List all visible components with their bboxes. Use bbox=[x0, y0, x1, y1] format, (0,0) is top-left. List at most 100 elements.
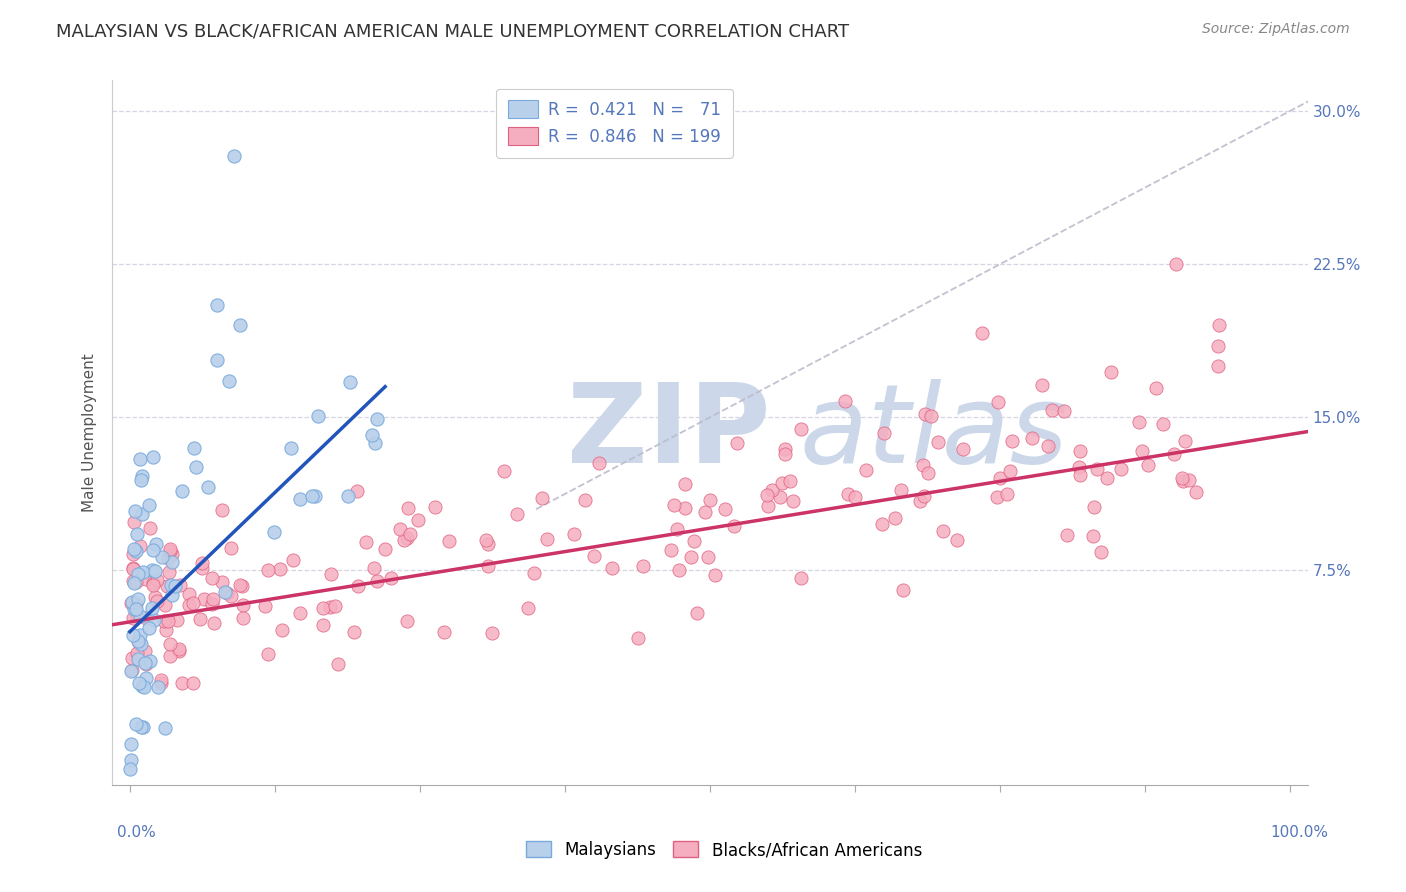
Point bbox=[127, 526, 149, 541]
Point bbox=[122, 628, 145, 642]
Point bbox=[363, 561, 385, 575]
Point bbox=[668, 563, 690, 577]
Point bbox=[433, 625, 456, 640]
Point bbox=[127, 609, 149, 624]
Point bbox=[193, 592, 215, 607]
Point bbox=[132, 680, 155, 694]
Point bbox=[987, 394, 1010, 409]
Point bbox=[256, 563, 278, 577]
Point bbox=[790, 422, 813, 436]
Point bbox=[506, 508, 529, 522]
Point bbox=[135, 611, 157, 625]
Point bbox=[125, 607, 148, 622]
Point bbox=[263, 525, 285, 540]
Point bbox=[1083, 500, 1105, 515]
Point bbox=[150, 673, 173, 687]
Point bbox=[679, 550, 702, 565]
Point bbox=[254, 599, 277, 613]
Point bbox=[221, 589, 243, 603]
Point bbox=[769, 490, 792, 504]
Point bbox=[326, 657, 349, 671]
Point bbox=[188, 612, 211, 626]
Point bbox=[952, 442, 974, 457]
Point bbox=[205, 353, 228, 368]
Point bbox=[150, 549, 173, 564]
Point bbox=[946, 533, 969, 548]
Point bbox=[475, 533, 498, 548]
Point bbox=[214, 585, 236, 599]
Point bbox=[932, 524, 955, 539]
Point bbox=[319, 600, 342, 615]
Point bbox=[125, 575, 148, 590]
Point bbox=[159, 544, 181, 558]
Point bbox=[523, 566, 546, 580]
Point bbox=[1085, 461, 1108, 475]
Point bbox=[307, 409, 329, 423]
Point bbox=[139, 521, 162, 535]
Point bbox=[562, 527, 585, 541]
Point bbox=[1095, 471, 1118, 485]
Point bbox=[477, 558, 499, 573]
Point bbox=[337, 489, 360, 503]
Point bbox=[1036, 439, 1059, 453]
Point bbox=[1081, 529, 1104, 543]
Point bbox=[399, 526, 422, 541]
Point bbox=[790, 571, 813, 585]
Point bbox=[626, 632, 648, 646]
Point bbox=[159, 542, 181, 557]
Point bbox=[131, 679, 153, 693]
Point bbox=[659, 543, 682, 558]
Point bbox=[574, 493, 596, 508]
Point bbox=[988, 471, 1011, 485]
Point bbox=[167, 642, 190, 657]
Point bbox=[120, 754, 142, 768]
Point bbox=[1128, 415, 1150, 429]
Point bbox=[138, 621, 160, 635]
Point bbox=[755, 488, 778, 502]
Point bbox=[927, 434, 949, 449]
Point bbox=[600, 561, 623, 575]
Point bbox=[121, 574, 143, 588]
Point bbox=[437, 534, 460, 549]
Y-axis label: Male Unemployment: Male Unemployment bbox=[82, 353, 97, 512]
Point bbox=[1053, 403, 1076, 417]
Point bbox=[172, 676, 194, 690]
Point bbox=[145, 537, 167, 551]
Point bbox=[723, 519, 745, 533]
Point bbox=[1178, 473, 1201, 487]
Point bbox=[186, 459, 208, 474]
Point bbox=[366, 574, 388, 588]
Point bbox=[120, 596, 142, 610]
Point bbox=[159, 637, 181, 651]
Point bbox=[1000, 434, 1022, 449]
Point bbox=[121, 595, 143, 609]
Point bbox=[280, 441, 302, 455]
Point bbox=[481, 626, 503, 640]
Point bbox=[129, 539, 152, 553]
Point bbox=[997, 487, 1019, 501]
Point bbox=[127, 634, 149, 648]
Point bbox=[290, 606, 312, 620]
Point bbox=[536, 533, 558, 547]
Point bbox=[211, 575, 233, 590]
Point bbox=[141, 563, 163, 577]
Point bbox=[697, 549, 720, 564]
Point bbox=[361, 428, 384, 442]
Point bbox=[1171, 474, 1194, 488]
Point bbox=[870, 517, 893, 532]
Text: 0.0%: 0.0% bbox=[117, 825, 156, 840]
Point bbox=[121, 650, 143, 665]
Point bbox=[304, 489, 326, 503]
Point bbox=[583, 549, 606, 563]
Point bbox=[855, 463, 877, 477]
Point bbox=[673, 500, 696, 515]
Point bbox=[228, 578, 250, 592]
Point bbox=[120, 665, 142, 679]
Point bbox=[181, 596, 204, 610]
Point bbox=[155, 623, 177, 637]
Point bbox=[142, 577, 165, 591]
Point bbox=[775, 447, 797, 461]
Point bbox=[631, 558, 654, 573]
Point bbox=[157, 551, 180, 566]
Point bbox=[191, 557, 214, 571]
